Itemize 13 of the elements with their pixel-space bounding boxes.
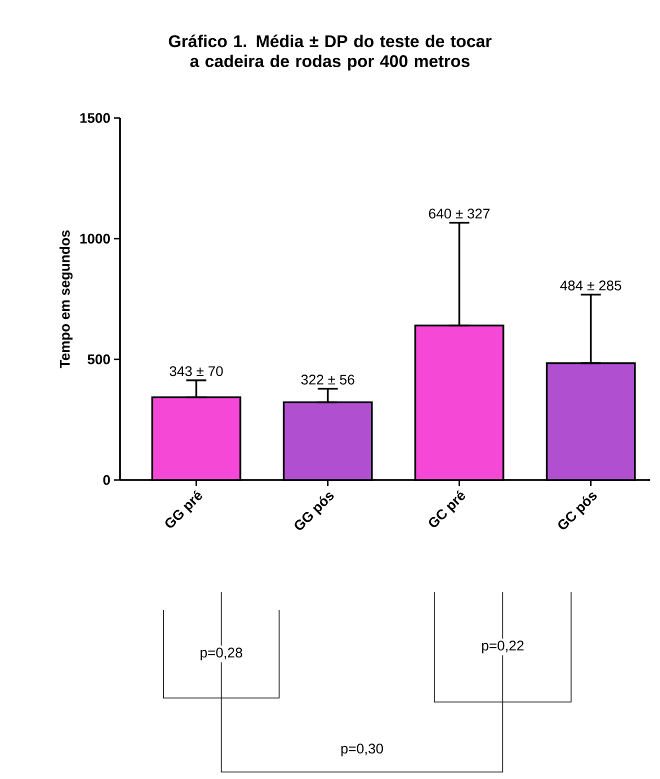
annotation: 343 ± 70 — [170, 366, 223, 376]
chart-title: Gráfico 1. Média ± DP do teste de tocar a cadeira de rodas por 400 metros — [168, 34, 492, 70]
text: p=0,28 — [200, 648, 242, 660]
y-tick-label: 1500 — [80, 113, 110, 123]
y-axis-title: Tempo em segundos — [60, 230, 73, 368]
y-tick-label: 1000 — [80, 234, 110, 244]
annotation: 484 ± 285 — [560, 280, 622, 290]
text: p=0,30 — [341, 744, 383, 756]
y-tick-label: 500 — [88, 354, 110, 364]
annotation: 322 ± 56 — [301, 374, 354, 385]
annotation: 640 ± 327 — [429, 208, 490, 219]
text: p=0,22 — [482, 640, 524, 654]
y-tick-label: 0 — [103, 475, 110, 485]
